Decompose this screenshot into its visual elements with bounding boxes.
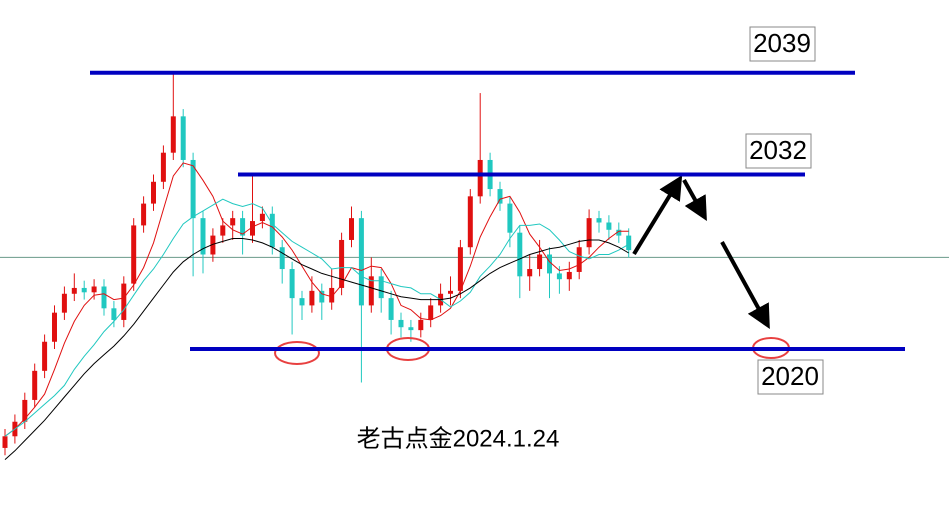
candle-body	[398, 319, 404, 328]
level-label: 2020	[761, 361, 819, 391]
candle-body	[319, 290, 325, 303]
candle-body	[2, 436, 8, 448]
candle-body	[378, 276, 384, 299]
level-label-box	[749, 26, 816, 62]
candle-body	[121, 283, 127, 320]
moving-average	[4, 198, 629, 437]
candle-body	[329, 287, 335, 303]
candle-body	[537, 254, 543, 270]
candle-body	[418, 319, 424, 331]
candle-body	[408, 327, 414, 331]
candle-body	[32, 370, 38, 400]
candle-body	[240, 218, 246, 236]
candle-body	[448, 290, 453, 294]
candle-body	[210, 235, 216, 255]
arrow	[720, 241, 770, 330]
level-label-box	[757, 359, 824, 395]
candle-body	[220, 225, 226, 236]
candle-body	[190, 159, 196, 219]
candle-body	[81, 287, 87, 293]
arrow	[682, 179, 707, 221]
candle-body	[279, 247, 285, 270]
candle-body	[428, 305, 434, 320]
candle-body	[269, 213, 275, 248]
candle-body	[339, 239, 345, 288]
candle-body	[556, 273, 562, 280]
candle-body	[91, 286, 97, 293]
candle-body	[151, 181, 156, 204]
candle-body	[596, 218, 602, 223]
candle-body	[101, 286, 107, 309]
candle-body	[349, 218, 354, 240]
moving-average	[4, 238, 629, 460]
candle-body	[141, 203, 147, 226]
support-circle	[274, 341, 320, 365]
candle-body	[111, 308, 117, 320]
candle-body	[289, 269, 295, 299]
candle-body	[527, 269, 533, 277]
candle-body	[52, 312, 57, 342]
candle-body	[299, 298, 305, 306]
candle-body	[71, 287, 77, 294]
level-label-box	[745, 133, 812, 169]
candle-body	[388, 298, 394, 320]
candle-body	[180, 116, 186, 160]
candle-body	[309, 290, 315, 306]
candle-body	[61, 293, 67, 313]
candle-body	[566, 271, 572, 280]
candle-body	[42, 341, 48, 371]
candle-body	[358, 218, 364, 306]
candle-body	[547, 254, 552, 274]
arrow	[632, 175, 683, 256]
candle-body	[507, 203, 513, 233]
moving-average	[4, 162, 629, 437]
candle-body	[160, 152, 166, 182]
level-label: 2039	[753, 28, 811, 58]
candle-body	[368, 276, 374, 306]
candle-body	[22, 399, 28, 422]
candle-body	[457, 247, 463, 291]
candle-body	[259, 213, 265, 222]
candle-body	[576, 247, 582, 272]
candle-body	[467, 196, 473, 248]
candle-body	[250, 221, 255, 236]
candle-body	[616, 229, 622, 236]
candle-body	[170, 116, 176, 153]
candle-body	[606, 222, 612, 230]
candle-body	[477, 159, 483, 197]
candle-body	[230, 218, 236, 226]
candle-body	[626, 235, 632, 251]
candle-body	[131, 225, 137, 284]
candle-body	[586, 218, 592, 248]
level-label: 2032	[749, 135, 807, 165]
candle-body	[200, 218, 206, 255]
annotation: 老古点金2024.1.24	[357, 425, 560, 452]
candle-body	[517, 232, 523, 277]
candle-body	[497, 189, 503, 204]
